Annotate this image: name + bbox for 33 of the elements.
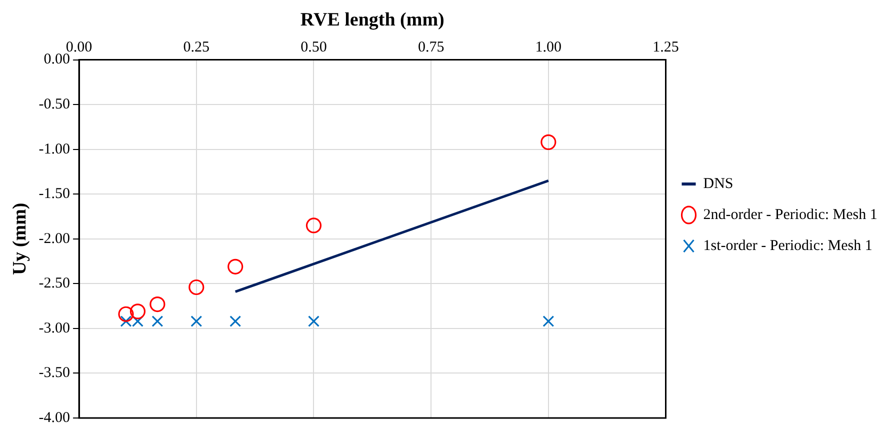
point	[228, 258, 244, 274]
point	[230, 316, 242, 328]
y-tick-label: -0.50	[38, 96, 70, 113]
x-tick-label: 1.00	[535, 40, 562, 56]
x-tick-label: 0.50	[300, 40, 327, 56]
point	[152, 316, 164, 328]
y-tick-label: 0.00	[44, 52, 70, 68]
point	[306, 218, 322, 234]
point	[120, 316, 132, 328]
y-tick-label: -3.00	[38, 320, 70, 336]
point	[188, 279, 204, 296]
y-tick-label: -1.50	[38, 186, 70, 202]
y-tick-label: -4.00	[38, 410, 70, 426]
y-tick-label: -3.50	[38, 365, 70, 382]
point	[118, 306, 134, 322]
legend-label: DNS	[703, 176, 734, 192]
point	[542, 316, 554, 328]
point	[150, 296, 166, 312]
legend-label: 1st-order - Periodic: Mesh 1	[703, 238, 872, 254]
y-tick-label: -2.50	[38, 276, 70, 292]
y-axis-title: Uy (mm)	[9, 202, 30, 276]
legend-label: 2nd-order - Periodic: Mesh 1	[703, 206, 878, 223]
x-axis-title: RVE length (mm)	[300, 9, 444, 30]
x-tick-label: 1.25	[652, 40, 679, 56]
point	[130, 304, 146, 320]
x-tick-label: 0.25	[183, 40, 210, 56]
point	[132, 316, 144, 328]
y-tick-label: -2.00	[38, 230, 70, 247]
point	[540, 134, 556, 150]
point	[190, 316, 202, 328]
x-tick-label: 0.75	[418, 40, 444, 56]
point	[308, 316, 320, 328]
y-tick-label: -1.00	[38, 141, 70, 158]
